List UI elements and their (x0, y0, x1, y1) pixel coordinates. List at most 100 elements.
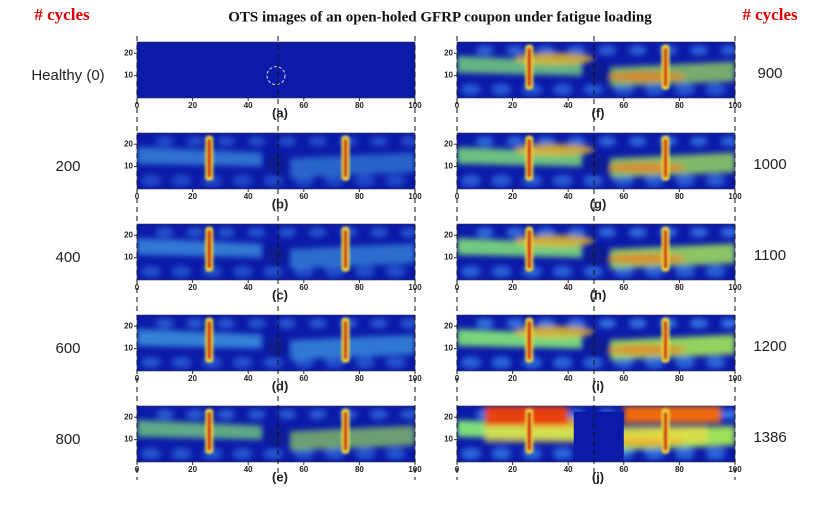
texture (216, 136, 235, 147)
hole (586, 62, 606, 83)
heatmap-image (457, 406, 735, 462)
hole (586, 335, 606, 356)
damage-band (289, 243, 415, 269)
texture (278, 136, 297, 147)
texture (186, 227, 205, 238)
crack (207, 320, 212, 360)
heatmap-image (137, 133, 415, 189)
x-tick-label: 60 (299, 283, 308, 292)
cracks (525, 44, 670, 90)
damage-field (137, 318, 415, 369)
crack (207, 229, 212, 269)
panel-label: (c) (272, 287, 288, 302)
texture (324, 174, 345, 187)
x-tick-label: 100 (728, 101, 742, 110)
y-tick-label: 10 (124, 435, 133, 444)
texture (460, 356, 481, 369)
texture (598, 318, 617, 329)
texture (674, 265, 695, 278)
y-tick-label: 10 (444, 162, 453, 171)
x-tick-label: 100 (728, 283, 742, 292)
texture (628, 318, 647, 329)
y-tick-label: 20 (124, 48, 133, 57)
x-tick-label: 100 (408, 283, 422, 292)
texture (354, 265, 375, 278)
texture (293, 447, 314, 460)
texture (644, 174, 665, 187)
texture (186, 136, 205, 147)
cycle-count: 200 (55, 158, 80, 175)
texture (506, 318, 525, 329)
x-tick-label: 20 (508, 283, 517, 292)
texture (354, 447, 375, 460)
panel: 0 20 40 60 80 100 10 20 (b) 200 (55, 132, 422, 211)
hole-outline (266, 66, 286, 86)
x-tick-label: 80 (675, 465, 684, 474)
texture (720, 227, 735, 238)
y-tick-label: 10 (444, 435, 453, 444)
texture (506, 45, 525, 56)
texture (247, 136, 266, 147)
x-tick-label: 40 (244, 192, 253, 201)
texture (613, 174, 634, 187)
y-tick-label: 20 (124, 230, 133, 239)
texture (613, 265, 634, 278)
x-tick-label: 40 (564, 101, 573, 110)
texture (644, 356, 665, 369)
damage-field (457, 227, 735, 278)
texture (369, 227, 388, 238)
panel-label: (h) (590, 287, 607, 302)
hot-zone (514, 52, 595, 65)
hole (266, 244, 286, 265)
texture (293, 265, 314, 278)
texture (308, 136, 327, 147)
texture (186, 318, 205, 329)
panel: 0 20 40 60 80 100 10 20 (a) Healthy (0) (31, 41, 422, 120)
damage-band (289, 425, 415, 451)
texture (155, 409, 174, 420)
texture (491, 265, 512, 278)
texture (475, 136, 494, 147)
cracks (525, 226, 670, 272)
panel-label: (b) (272, 196, 289, 211)
texture (186, 409, 205, 420)
texture (308, 409, 327, 420)
texture (689, 318, 708, 329)
cracks (205, 226, 350, 272)
crack (527, 411, 532, 451)
texture (171, 447, 192, 460)
texture (491, 447, 512, 460)
y-tick-label: 20 (444, 412, 453, 421)
x-tick-label: 80 (675, 283, 684, 292)
panel-label: (g) (590, 196, 607, 211)
x-tick-label: 60 (299, 374, 308, 383)
y-tick-label: 20 (444, 48, 453, 57)
panel-label: (e) (272, 469, 288, 484)
texture (552, 447, 573, 460)
texture (644, 265, 665, 278)
texture (263, 265, 284, 278)
texture (475, 227, 494, 238)
panel-frame (136, 132, 416, 190)
x-tick-label: 0 (135, 283, 140, 292)
texture (171, 265, 192, 278)
texture (720, 409, 735, 420)
texture (506, 227, 525, 238)
x-tick-label: 40 (564, 192, 573, 201)
x-tick-label: 80 (675, 101, 684, 110)
damage-band (289, 152, 415, 178)
panel: 0 20 40 60 80 100 10 20 (f) 900 (444, 41, 783, 120)
x-tick-label: 80 (675, 192, 684, 201)
texture (385, 447, 406, 460)
texture (385, 265, 406, 278)
texture (674, 447, 695, 460)
damage-band (137, 147, 263, 167)
heatmap-image (457, 224, 735, 280)
cracks (205, 317, 350, 363)
crack (527, 229, 532, 269)
x-tick-label: 80 (355, 101, 364, 110)
texture (155, 318, 174, 329)
